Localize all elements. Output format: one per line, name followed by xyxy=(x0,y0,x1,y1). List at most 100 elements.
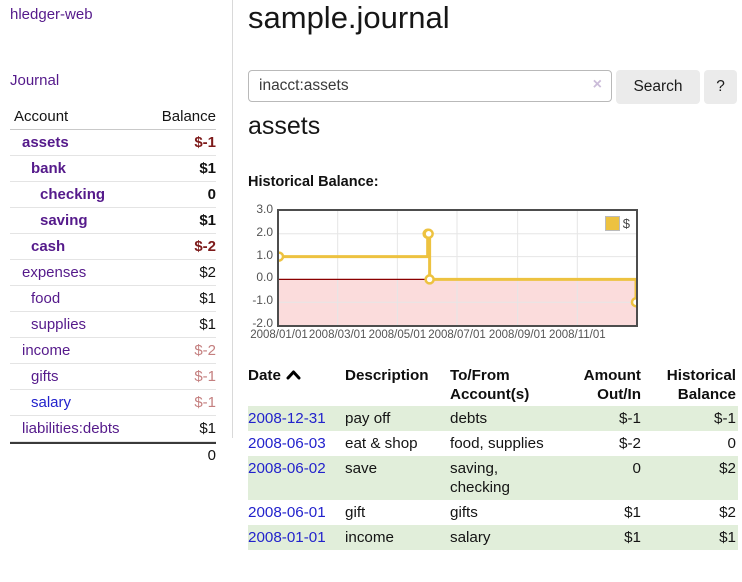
y-axis-tick-label: -1.0 xyxy=(252,293,273,308)
search-input[interactable] xyxy=(248,70,612,102)
transaction-amount: $1 xyxy=(565,525,643,550)
account-row: checking 0 xyxy=(10,182,216,208)
x-axis-tick-label: 2008/05/01 xyxy=(368,329,427,341)
sidebar-account-link[interactable]: liabilities:debts xyxy=(22,420,120,437)
help-button[interactable]: ? xyxy=(704,70,737,104)
chart-plot-area: $ xyxy=(277,209,638,327)
balance-chart: $ 3.0 2.0 1.0 0.0 -1.0 -2.0 2008/01/01 2008/03… xyxy=(248,202,742,348)
sidebar-account-link[interactable]: checking xyxy=(40,186,106,203)
page-title: sample.journal xyxy=(248,0,450,35)
account-row: assets $-1 xyxy=(10,130,216,156)
account-balance: $1 xyxy=(199,160,216,177)
register-row: 2008-06-03 eat & shop food, supplies $-2 0 xyxy=(248,431,738,456)
transaction-amount: $-2 xyxy=(619,435,641,452)
sort-ascending-icon xyxy=(286,367,301,386)
transaction-description: pay off xyxy=(345,406,450,431)
transaction-balance: 0 xyxy=(727,435,736,452)
account-row: supplies $1 xyxy=(10,312,216,338)
transaction-description: gift xyxy=(345,504,366,521)
y-axis-tick-label: 0.0 xyxy=(256,270,273,285)
transaction-accounts: debts xyxy=(450,406,565,431)
clear-search-icon[interactable]: × xyxy=(592,76,602,93)
sidebar-account-link[interactable]: assets xyxy=(22,134,69,151)
amount-column-header: Amount Out/In xyxy=(583,367,641,403)
search-box: × xyxy=(248,70,612,102)
transaction-balance: $1 xyxy=(643,525,738,550)
transaction-date-link[interactable]: 2008-06-01 xyxy=(248,504,326,521)
transaction-accounts: salary xyxy=(450,525,565,550)
transaction-amount: $-1 xyxy=(565,406,643,431)
account-balance: $1 xyxy=(199,212,216,229)
account-balance: $-1 xyxy=(194,368,216,385)
date-column-header[interactable]: Date xyxy=(248,364,345,406)
account-row: saving $1 xyxy=(10,208,216,234)
sidebar: hledger-web Journal Account Balance asse… xyxy=(0,0,233,464)
account-row: salary $-1 xyxy=(10,390,216,416)
accounts-column-header: To/From Account(s) xyxy=(450,367,530,403)
account-balance: 0 xyxy=(207,186,216,203)
chart-title: Historical Balance: xyxy=(248,174,379,190)
account-balance: $1 xyxy=(199,420,216,437)
account-row: cash $-2 xyxy=(10,234,216,260)
sidebar-account-link[interactable]: gifts xyxy=(31,368,59,385)
x-axis-tick-label: 2008/01/01 xyxy=(250,329,308,341)
transaction-accounts: gifts xyxy=(450,504,478,521)
balance-column-header: Balance xyxy=(161,108,216,125)
accounts-table-header: Account Balance xyxy=(10,107,216,130)
accounts-table: Account Balance assets $-1 bank $1 checking 0… xyxy=(10,107,216,468)
sidebar-account-link[interactable]: cash xyxy=(31,238,66,255)
sidebar-account-link[interactable]: salary xyxy=(31,394,72,411)
transaction-date-link[interactable]: 2008-01-01 xyxy=(248,529,326,546)
balance-column-header: Historical Balance xyxy=(666,367,736,403)
transaction-balance: $2 xyxy=(719,504,736,521)
transaction-date-link[interactable]: 2008-06-02 xyxy=(248,460,326,477)
transaction-description: save xyxy=(345,456,450,500)
account-row: food $1 xyxy=(10,286,216,312)
search-form: × Search ? xyxy=(248,70,737,104)
account-balance: $-1 xyxy=(194,394,216,411)
account-row: liabilities:debts $1 xyxy=(10,416,216,442)
account-balance: $-2 xyxy=(194,342,216,359)
account-balance: $-1 xyxy=(194,134,216,151)
x-axis-tick-label: 2008/09/01 xyxy=(488,329,547,341)
sidebar-account-link[interactable]: food xyxy=(31,290,61,307)
register-table: Date Description To/From Account(s) Amou… xyxy=(248,364,738,550)
transaction-description: income xyxy=(345,525,450,550)
account-heading: assets xyxy=(248,112,321,140)
sidebar-item-journal[interactable]: Journal xyxy=(10,72,60,89)
account-column-header: Account xyxy=(14,108,69,125)
y-axis-tick-label: 3.0 xyxy=(256,202,273,216)
accounts-total-row: 0 xyxy=(10,442,216,468)
sidebar-account-link[interactable]: bank xyxy=(31,160,67,177)
accounts-total-value: 0 xyxy=(207,447,216,464)
chart-legend: $ xyxy=(602,215,632,232)
legend-swatch-icon xyxy=(604,216,620,231)
app-title-link[interactable]: hledger-web xyxy=(10,6,93,23)
transaction-description: eat & shop xyxy=(345,435,418,452)
transaction-amount: 0 xyxy=(565,456,643,500)
x-axis-tick-label: 2008/07/01 xyxy=(428,329,486,341)
y-axis-tick-label: 1.0 xyxy=(256,247,273,262)
main-content: sample.journal × Search ? assets Histori… xyxy=(248,0,742,582)
register-row: 2008-06-02 save saving, checking 0 $2 xyxy=(248,456,738,500)
account-balance: $1 xyxy=(199,290,216,307)
transaction-accounts: saving, checking xyxy=(450,456,565,500)
transaction-balance: $2 xyxy=(643,456,738,500)
search-button[interactable]: Search xyxy=(616,70,700,104)
account-row: income $-2 xyxy=(10,338,216,364)
transaction-date-link[interactable]: 2008-12-31 xyxy=(248,410,326,427)
account-row: bank $1 xyxy=(10,156,216,182)
sidebar-account-link[interactable]: supplies xyxy=(31,316,87,333)
register-row: 2008-06-01 gift gifts $1 $2 xyxy=(248,500,738,525)
account-balance: $1 xyxy=(199,316,216,333)
sidebar-account-link[interactable]: expenses xyxy=(22,264,87,281)
sidebar-account-link[interactable]: income xyxy=(22,342,71,359)
account-balance: $2 xyxy=(199,264,216,281)
transaction-date-link[interactable]: 2008-06-03 xyxy=(248,435,326,452)
register-row: 2008-12-31 pay off debts $-1 $-1 xyxy=(248,406,738,431)
sidebar-account-link[interactable]: saving xyxy=(40,212,88,229)
account-balance: $-2 xyxy=(194,238,216,255)
register-header-row: Date Description To/From Account(s) Amou… xyxy=(248,364,738,406)
transaction-balance: $-1 xyxy=(643,406,738,431)
